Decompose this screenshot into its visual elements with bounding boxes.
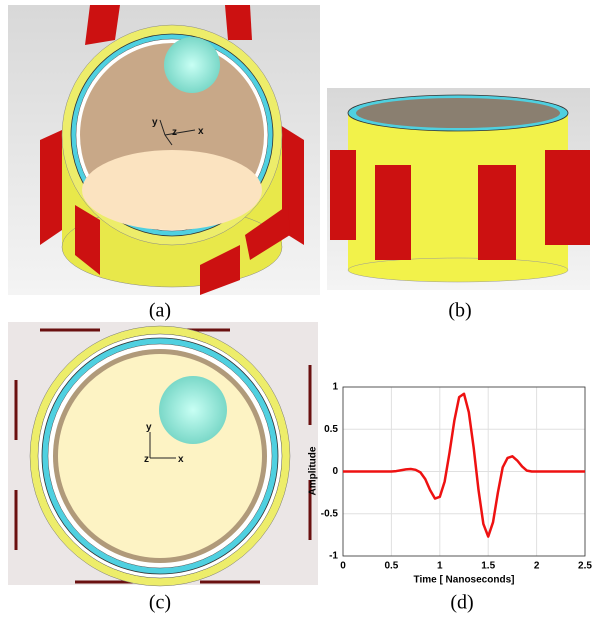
x-tick-label: 1 <box>437 561 443 572</box>
y-tick-label: 1 <box>332 382 338 393</box>
render-b <box>327 88 590 290</box>
y-tick-label: 0 <box>332 466 338 477</box>
caption: (b) <box>448 300 471 322</box>
render-a: y z x <box>8 5 320 295</box>
y-tick-label: -1 <box>329 551 338 562</box>
axis-glyph: z <box>172 127 177 138</box>
axis-glyph: x <box>198 126 204 137</box>
x-axis-label: Time [ Nanoseconds] <box>414 575 515 586</box>
y-tick-label: -0.5 <box>321 508 339 519</box>
data-line <box>343 394 585 537</box>
y-axis-label: Amplitude <box>308 446 319 495</box>
caption: (c) <box>149 592 171 614</box>
figure: y z x y z x (a) (b) <box>0 0 592 617</box>
y-tick-label: 0.5 <box>324 424 338 435</box>
x-tick-label: 2 <box>534 561 540 572</box>
axis-glyph: y <box>146 422 152 433</box>
x-tick-label: 2.5 <box>578 561 592 572</box>
x-tick-label: 1.5 <box>481 561 495 572</box>
axis-glyph: z <box>144 454 149 465</box>
chart: Time [ Nanoseconds] Amplitude -1 -0.5 0 0.5… <box>308 382 592 586</box>
axis-glyph: x <box>178 454 184 465</box>
axis-glyph: y <box>152 117 158 128</box>
x-tick-label: 0.5 <box>384 561 398 572</box>
x-tick-label: 0 <box>340 561 346 572</box>
caption: (d) <box>450 592 473 614</box>
render-c: y z x <box>8 322 318 586</box>
caption: (a) <box>149 300 171 322</box>
